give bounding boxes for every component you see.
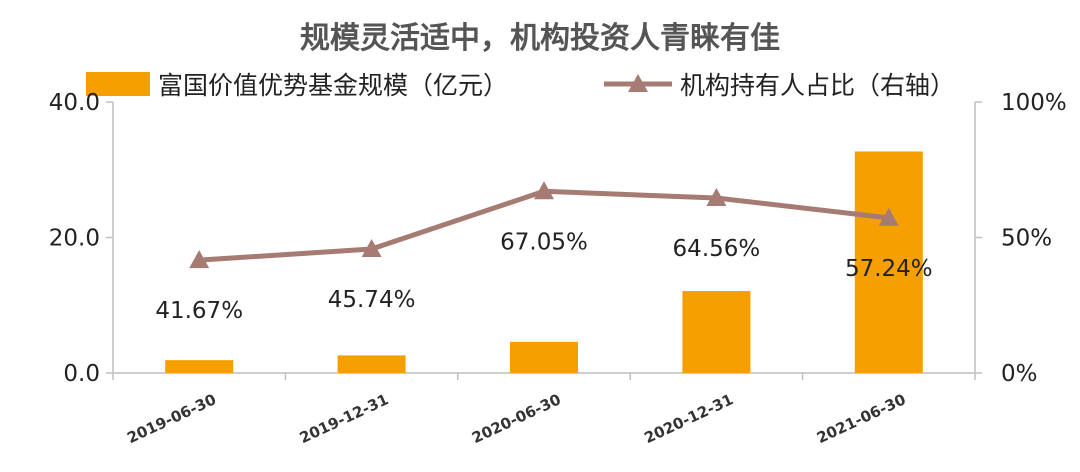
x-tick-label: 2020-12-31 [642, 390, 737, 447]
line-point-triangle [361, 239, 382, 258]
line-series [189, 181, 899, 269]
data-label: 57.24% [845, 256, 933, 282]
y-left-tick-label: 40.0 [49, 90, 100, 116]
y-right-tick-label: 50% [1001, 226, 1052, 252]
bar [165, 360, 234, 373]
x-tick-label: 2019-12-31 [297, 390, 392, 447]
y-left-tick-label: 20.0 [49, 226, 100, 252]
data-label: 41.67% [155, 298, 243, 324]
axes: 0.0 20.0 40.0 0% 50% 100% [49, 90, 1067, 387]
chart-title: 规模灵活适中，机构投资人青睐有佳 [300, 21, 780, 56]
line-point-triangle [706, 188, 727, 207]
legend-marker-triangle-icon [628, 74, 648, 92]
bar [682, 291, 751, 373]
x-tick-label: 2020-06-30 [469, 390, 564, 447]
y-right-tick-label: 0% [1001, 361, 1038, 387]
legend-label-line: 机构持有人占比（右轴） [680, 71, 955, 100]
data-label: 64.56% [673, 236, 761, 262]
x-tick-label: 2019-06-30 [124, 390, 219, 447]
line-point-triangle [534, 181, 554, 200]
legend-label-bar: 富国价值优势基金规模（亿元） [158, 71, 508, 100]
data-label: 45.74% [328, 287, 416, 313]
data-label: 67.05% [500, 229, 588, 255]
line-point-triangle [189, 250, 210, 269]
y-left-tick-label: 0.0 [63, 361, 100, 387]
line-point-triangle [878, 207, 899, 226]
bar-series [165, 151, 923, 373]
y-right-tick-label: 100% [1001, 90, 1067, 116]
legend-swatch-bar [86, 72, 150, 96]
data-labels: 41.67% 45.74% 67.05% 64.56% 57.24% [155, 229, 932, 324]
x-tick-label: 2021-06-30 [814, 390, 909, 447]
legend: 富国价值优势基金规模（亿元） 机构持有人占比（右轴） [86, 71, 955, 100]
x-tick-labels: 2019-06-30 2019-12-31 2020-06-30 2020-12-31… [124, 390, 908, 447]
bar [854, 151, 923, 373]
bar [337, 355, 406, 373]
bar [510, 341, 578, 373]
